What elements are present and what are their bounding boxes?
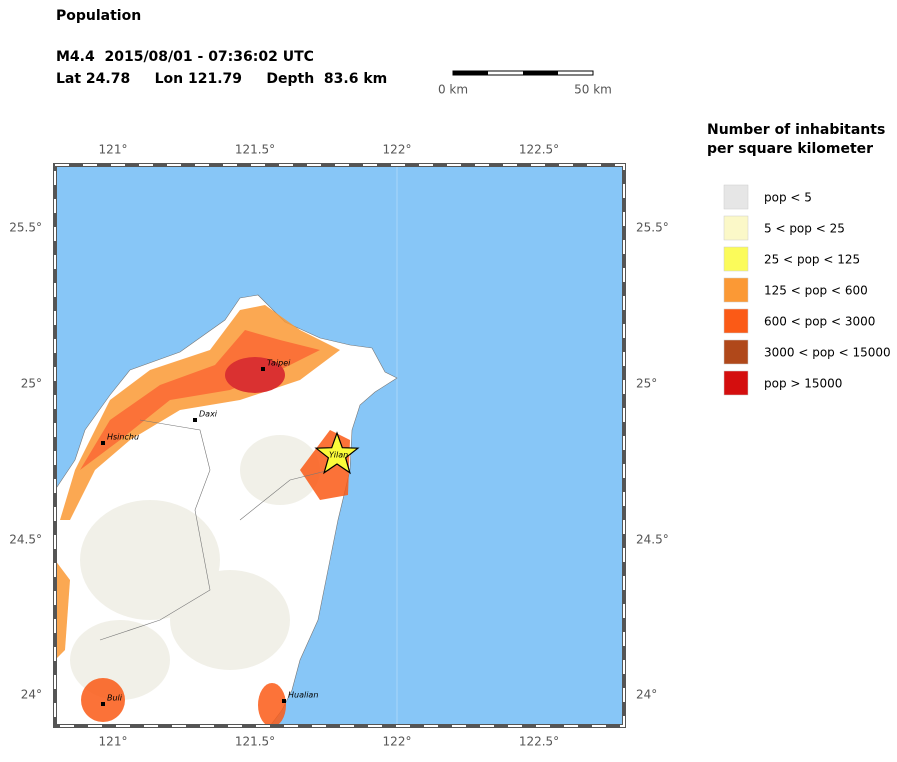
lat-tick-label: 25.5° [636,221,669,235]
lon-tick-label: 122.5° [519,143,559,157]
city-marker [261,367,265,371]
legend-label: pop > 15000 [764,377,842,391]
city-label: Taipei [267,359,291,368]
city-marker [193,418,197,422]
city-marker [101,702,105,706]
city-label: Hsinchu [107,433,139,442]
legend-swatch [723,370,749,396]
location-line: Lat 24.78 Lon 121.79 Depth 83.6 km [56,71,387,87]
scale-bar: 0 km 50 km [438,70,612,97]
city-label: Buli [107,694,123,703]
legend-label: 125 < pop < 600 [764,284,868,298]
legend-swatch [723,339,749,365]
legend-title: per square kilometer [707,141,873,157]
lon-tick-label: 122° [383,143,412,157]
event-line: M4.4 2015/08/01 - 07:36:02 UTC [56,49,314,65]
lat-tick-label: 24° [21,688,42,702]
epicenter-star [314,431,360,475]
city-label: Daxi [199,410,218,419]
lat-tick-label: 24.5° [636,533,669,547]
legend-swatch [723,277,749,303]
city-label: Yilan [329,451,348,460]
lat-tick-label: 25.5° [9,221,42,235]
city-label: Hualian [288,691,318,700]
legend-label: pop < 5 [764,191,812,205]
legend-swatch [723,184,749,210]
map-frame-dash [54,164,625,727]
lon-tick-label: 122° [383,735,412,749]
legend-title: Number of inhabitants [707,122,885,138]
lat-tick-label: 24.5° [9,533,42,547]
legend-swatch [723,246,749,272]
legend-label: 25 < pop < 125 [764,253,860,267]
legend-label: 3000 < pop < 15000 [764,346,891,360]
city-marker [282,699,286,703]
legend-swatch [723,308,749,334]
scale-end: 50 km [574,83,612,97]
lat-tick-label: 24° [636,688,657,702]
lon-tick-label: 121° [99,143,128,157]
lon-tick-label: 121.5° [235,143,275,157]
lat-tick-label: 25° [21,377,42,391]
lon-tick-label: 121.5° [235,735,275,749]
scale-start: 0 km [438,83,468,97]
legend-label: 5 < pop < 25 [764,222,845,236]
legend-swatch [723,215,749,241]
city-marker [101,441,105,445]
lat-tick-label: 25° [636,377,657,391]
lon-tick-label: 121° [99,735,128,749]
lon-tick-label: 122.5° [519,735,559,749]
title: Population [56,8,141,24]
legend-label: 600 < pop < 3000 [764,315,875,329]
